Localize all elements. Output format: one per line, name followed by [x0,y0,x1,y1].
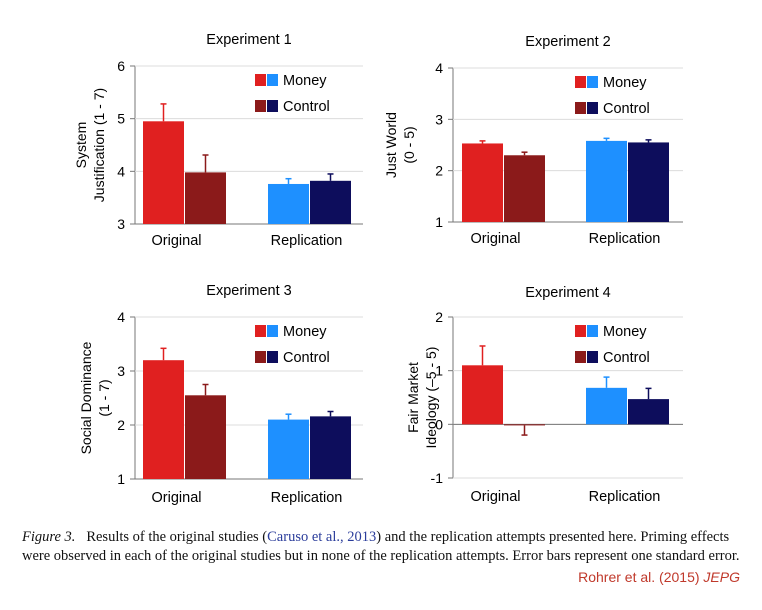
chart-title: Experiment 4 [525,285,610,301]
x-category-label: Original [471,489,521,505]
y-tick-label: 3 [117,363,125,379]
legend-swatch [587,351,598,363]
legend-swatch [575,102,586,114]
legend-label: Control [283,99,330,115]
bar-replication-control [310,416,351,479]
legend-label: Money [283,324,327,340]
bar-original-money [462,143,503,222]
y-tick-label: 1 [435,214,443,230]
y-tick-label: 3 [117,216,125,232]
chart-title: Experiment 2 [525,34,610,50]
y-tick-label: 0 [435,416,443,432]
y-axis-label: Fair Market [405,362,421,433]
bar-replication-money [586,140,627,222]
bar-replication-control [628,399,669,425]
chart-panel-4: Experiment 4 -1 0 1 2 Fair Market Ideology (–5… [405,285,683,505]
x-category-label: Replication [271,233,343,249]
y-axis-label: Just World [383,112,399,178]
legend-label: Control [603,350,650,366]
legend-swatch [587,102,598,114]
legend-label: Money [283,73,327,89]
bar-replication-money [586,387,627,425]
x-category-label: Original [152,233,202,249]
y-tick-label: 4 [435,60,443,76]
credit-authors: Rohrer et al. (2015) [578,569,700,585]
legend-swatch [575,325,586,337]
bar-original-money [143,121,184,224]
legend-swatch [255,351,266,363]
figure-label: Figure 3. [22,529,76,545]
bar-original-money [462,365,503,425]
chart-panel-3: Experiment 3 1 2 3 4 Social Dominance (1 - 7) O… [78,283,363,506]
legend-label: Money [603,75,647,91]
legend-swatch [587,325,598,337]
y-tick-label: 4 [117,309,125,325]
legend-swatch [255,100,266,112]
y-tick-label: 2 [435,163,443,179]
y-tick-label: 2 [117,417,125,433]
bar-original-control [185,395,226,479]
y-tick-label: 3 [435,111,443,127]
x-category-label: Replication [589,489,661,505]
y-tick-label: -1 [431,470,444,486]
chart-title: Experiment 1 [206,32,291,48]
bar-replication-money [268,183,309,224]
figure-caption: Figure 3. Results of the original studie… [22,528,742,566]
bar-original-money [143,360,184,479]
y-tick-label: 2 [435,309,443,325]
legend-swatch [267,351,278,363]
legend-label: Control [603,101,650,117]
legend-label: Money [603,324,647,340]
y-tick-label: 1 [117,471,125,487]
y-tick-label: 5 [117,111,125,127]
y-tick-label: 6 [117,58,125,74]
legend-label: Control [283,350,330,366]
chart-panel-2: Experiment 2 1 2 3 4 Just World (0 - 5) Origina… [383,34,683,247]
y-axis-label: (1 - 7) [96,379,112,416]
legend-swatch [255,74,266,86]
bar-original-control [504,424,545,426]
y-axis-label: (0 - 5) [401,126,417,163]
x-category-label: Original [152,490,202,506]
legend-swatch [575,76,586,88]
chart-panel-1: Experiment 1 3 4 5 6 System Justification (1 -… [73,32,363,249]
source-credit: Rohrer et al. (2015) JEPG [578,569,740,585]
y-axis-label: System [73,122,89,169]
y-axis-label: Justification (1 - 7) [91,88,107,202]
bar-replication-money [268,419,309,479]
y-axis-label: Social Dominance [78,341,94,454]
x-category-label: Replication [271,490,343,506]
bar-original-control [185,172,226,224]
y-tick-label: 1 [435,363,443,379]
legend-swatch [267,74,278,86]
legend-swatch [267,325,278,337]
legend-swatch [587,76,598,88]
bar-replication-control [628,142,669,222]
legend-swatch [255,325,266,337]
y-tick-label: 4 [117,163,125,179]
citation-link[interactable]: Caruso et al., 2013 [267,529,377,545]
bar-original-control [504,155,545,222]
x-category-label: Replication [589,231,661,247]
caption-text-before: Results of the original studies ( [86,529,268,545]
y-axis-label: Ideology (–5 - 5) [423,347,439,449]
caption-text-after: ) and the replication attempts presented… [22,529,740,564]
legend-swatch [267,100,278,112]
x-category-label: Original [471,231,521,247]
legend-swatch [575,351,586,363]
chart-title: Experiment 3 [206,283,291,299]
bar-replication-control [310,180,351,224]
credit-journal: JEPG [703,569,740,585]
figure-charts: Experiment 1 3 4 5 6 System Justification (1 -… [73,32,683,506]
